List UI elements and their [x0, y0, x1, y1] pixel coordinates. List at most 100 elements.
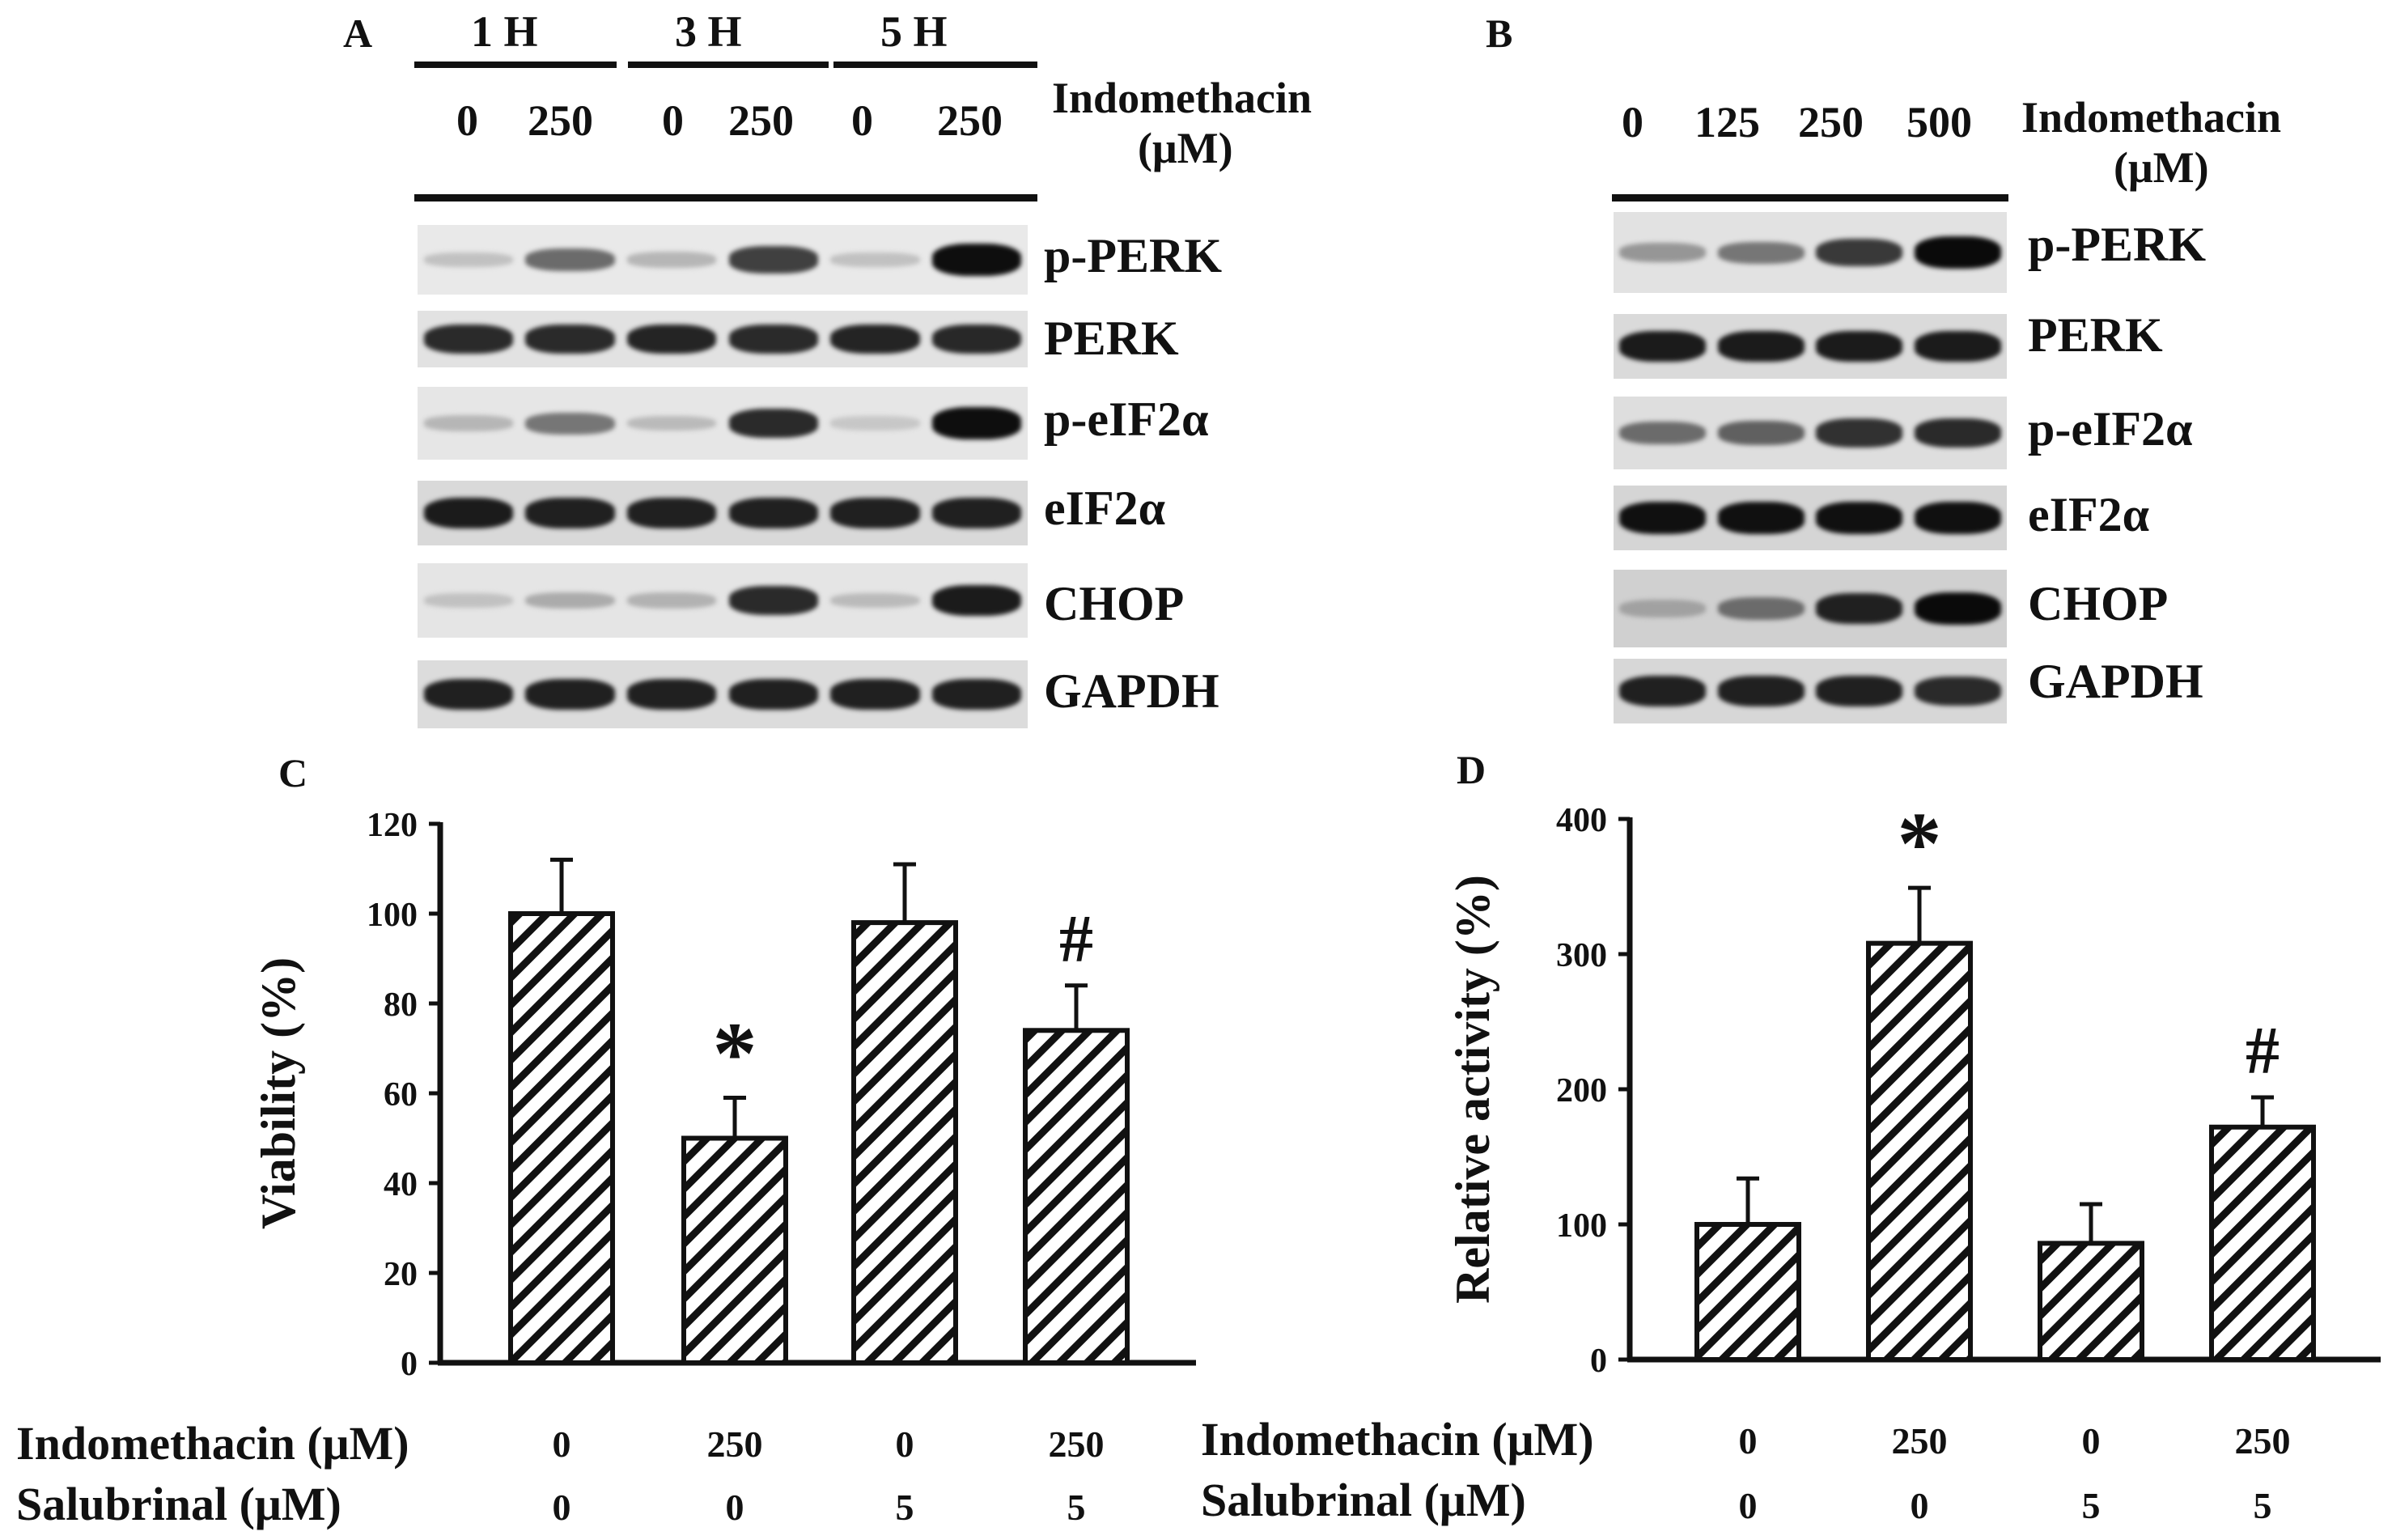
blot-band [1717, 596, 1805, 621]
significance-marker: # [2246, 1013, 2280, 1088]
blot-band [830, 679, 920, 710]
blot-band [728, 498, 819, 528]
condition-value: 0 [2082, 1420, 2101, 1462]
blot-band [931, 324, 1022, 354]
chart-viability: C 0 20 40 60 80 100 120 Viability (%) 0 0 * 250 0 0 5 #2… [252, 750, 1196, 1528]
dose-label: 500 [1906, 98, 1972, 146]
band-label: p-eIF2α [2028, 402, 2193, 456]
condition-value: 0 [553, 1423, 571, 1465]
blot-band [1619, 331, 1707, 362]
blot-band [626, 324, 717, 354]
band-label: eIF2α [1044, 482, 1166, 535]
condition-value: 250 [2235, 1420, 2291, 1462]
blot-band [1914, 331, 2001, 362]
blot-band [1816, 593, 1903, 624]
row-label-salubrinal: Salubrinal (μM) [16, 1478, 341, 1530]
blot-band [1717, 421, 1805, 445]
condition-value: 5 [2254, 1485, 2272, 1526]
band-label: GAPDH [2028, 655, 2203, 708]
dose-label: 250 [528, 96, 593, 145]
dose-label: 250 [937, 96, 1003, 145]
blot-band [1914, 418, 2001, 448]
blot-strip [1614, 570, 2007, 647]
blot-band [830, 498, 920, 528]
condition-value: 250 [1049, 1423, 1105, 1465]
band-label: PERK [2028, 308, 2163, 362]
panel-b-letter: B [1486, 11, 1513, 56]
blot-band [626, 415, 717, 431]
blot-band [1816, 331, 1903, 362]
blot-band [626, 679, 717, 710]
condition-value: 0 [1911, 1485, 1929, 1526]
timepoint-divider [833, 62, 1037, 68]
dose-label: 125 [1694, 98, 1760, 146]
blot-band [525, 592, 615, 609]
timepoint-divider [414, 62, 617, 68]
blot-band [1914, 592, 2001, 625]
treatment-label: Indomethacin [2021, 93, 2282, 142]
blot-band [931, 244, 1022, 276]
blot-band [1717, 241, 1805, 264]
y-tick-label: 0 [401, 1346, 418, 1383]
panel-letter: D [1457, 747, 1486, 792]
blot-band [1717, 331, 1805, 362]
y-tick-label: 100 [1556, 1207, 1607, 1245]
band-label: p-eIF2α [1044, 392, 1209, 446]
header-rule [414, 194, 1037, 202]
blot-band [1816, 676, 1903, 706]
blot-band [931, 585, 1022, 616]
blot-band [1619, 502, 1707, 534]
dose-label: 0 [662, 96, 684, 145]
blot-band [423, 324, 514, 354]
condition-value: 250 [1892, 1420, 1948, 1462]
condition-value: 5 [896, 1487, 914, 1528]
unit-label: (μM) [1138, 124, 1233, 172]
band-label: CHOP [1044, 577, 1185, 630]
blot-band [1717, 502, 1805, 534]
y-tick-label: 20 [384, 1256, 418, 1293]
unit-label: (μM) [2114, 143, 2209, 192]
y-axis-label: Relative activity (%) [1446, 875, 1499, 1304]
row-label-indomethacin: Indomethacin (μM) [1201, 1413, 1594, 1466]
significance-marker: * [713, 1004, 757, 1103]
dose-label: 250 [728, 96, 794, 145]
timepoint-label: 5 H [880, 7, 948, 56]
y-tick-label: 200 [1556, 1072, 1607, 1109]
dose-label: 0 [851, 96, 873, 145]
blot-band [1816, 418, 1903, 448]
condition-value: 5 [1067, 1487, 1086, 1528]
blot-band [423, 679, 514, 710]
blot-strip [418, 387, 1028, 460]
blot-band [423, 498, 514, 528]
y-tick-label: 80 [384, 986, 418, 1024]
bar [1866, 940, 1973, 1362]
blot-band [423, 593, 514, 608]
y-tick-label: 100 [367, 897, 418, 934]
blot-band [626, 592, 717, 609]
bar [851, 920, 958, 1365]
condition-value: 5 [2082, 1485, 2101, 1526]
band-label: eIF2α [2028, 488, 2150, 541]
row-label-salubrinal: Salubrinal (μM) [1201, 1474, 1526, 1526]
blot-band [1914, 676, 2001, 706]
blot-band [1717, 676, 1805, 706]
timepoint-divider [628, 62, 829, 68]
blot-strip [1614, 314, 2007, 379]
band-label: CHOP [2028, 577, 2169, 630]
blot-band [423, 415, 514, 431]
bar [2038, 1241, 2144, 1362]
blot-band [525, 248, 615, 272]
band-label: p-PERK [1044, 229, 1223, 282]
bar [2209, 1124, 2316, 1362]
row-label-indomethacin: Indomethacin (μM) [16, 1417, 409, 1470]
blot-band [728, 585, 819, 616]
treatment-label: Indomethacin [1052, 74, 1313, 122]
blot-band [525, 412, 615, 435]
blot-band [728, 324, 819, 354]
blot-band [1619, 600, 1707, 617]
band-label: PERK [1044, 312, 1179, 365]
blot-band [830, 252, 920, 267]
dose-label: 250 [1798, 98, 1864, 146]
blot-band [1914, 236, 2001, 269]
significance-marker: # [1059, 902, 1093, 977]
